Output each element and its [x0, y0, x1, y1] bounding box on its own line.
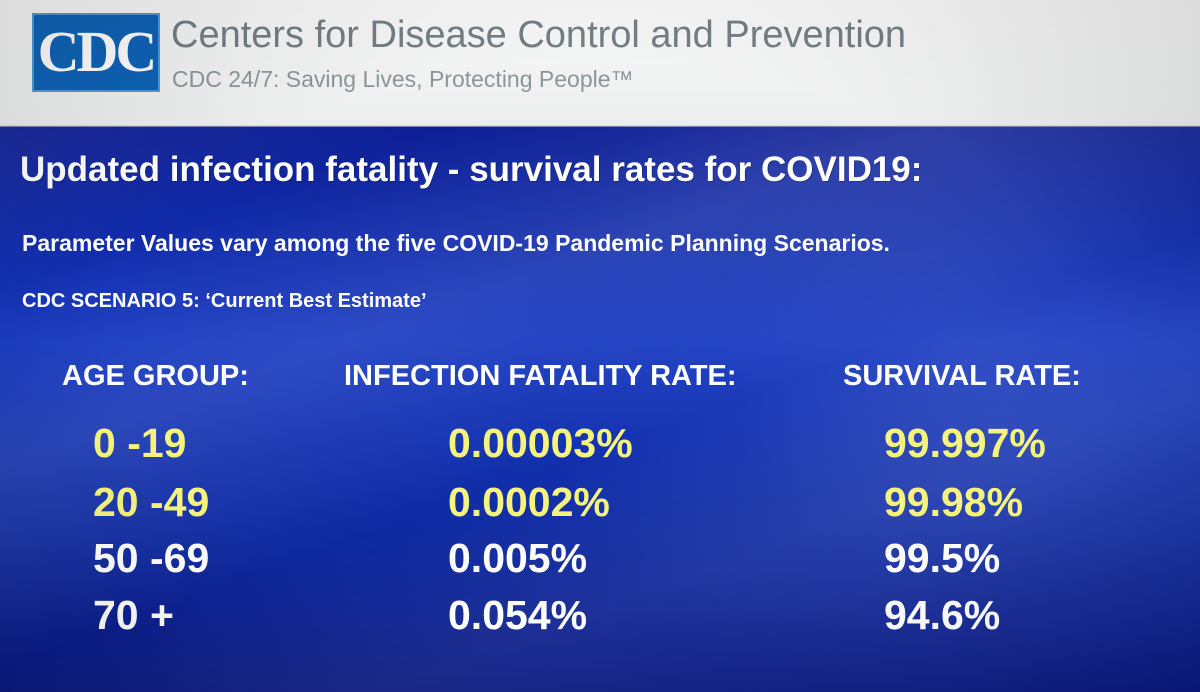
table-row-infection-fatality-rate: 0.0002% [448, 479, 610, 525]
table-row-infection-fatality-rate: 0.00003% [448, 420, 633, 466]
infection-fatality-rate-column-header: INFECTION FATALITY RATE: [344, 360, 737, 392]
table-row-infection-fatality-rate: 0.054% [448, 592, 588, 638]
cdc-logo: CDC [32, 13, 160, 92]
survival-rate-column-header: SURVIVAL RATE: [843, 360, 1081, 392]
table-row-survival-rate: 99.5% [884, 535, 1001, 581]
cdc-header: CDC Centers for Disease Control and Prev… [0, 0, 1200, 126]
age-group-column-header: AGE GROUP: [62, 360, 249, 392]
table-row-age-group: 20 -49 [93, 479, 210, 525]
table-row-survival-rate: 99.997% [884, 420, 1046, 466]
table-row-survival-rate: 99.98% [884, 479, 1024, 525]
table-row-survival-rate: 94.6% [884, 592, 1001, 638]
slide-subtitle: Parameter Values vary among the five COV… [22, 230, 890, 256]
table-row-age-group: 0 -19 [93, 420, 187, 466]
table-row-age-group: 50 -69 [93, 535, 210, 581]
blue-content-panel [0, 127, 1200, 692]
scenario-label: CDC SCENARIO 5: ‘Current Best Estimate’ [22, 290, 427, 312]
slide-title: Updated infection fatality - survival ra… [20, 150, 923, 189]
organization-tagline: CDC 24/7: Saving Lives, Protecting Peopl… [172, 66, 634, 92]
table-row-age-group: 70 + [93, 592, 174, 638]
organization-name: Centers for Disease Control and Preventi… [171, 14, 907, 56]
table-row-infection-fatality-rate: 0.005% [448, 535, 588, 581]
